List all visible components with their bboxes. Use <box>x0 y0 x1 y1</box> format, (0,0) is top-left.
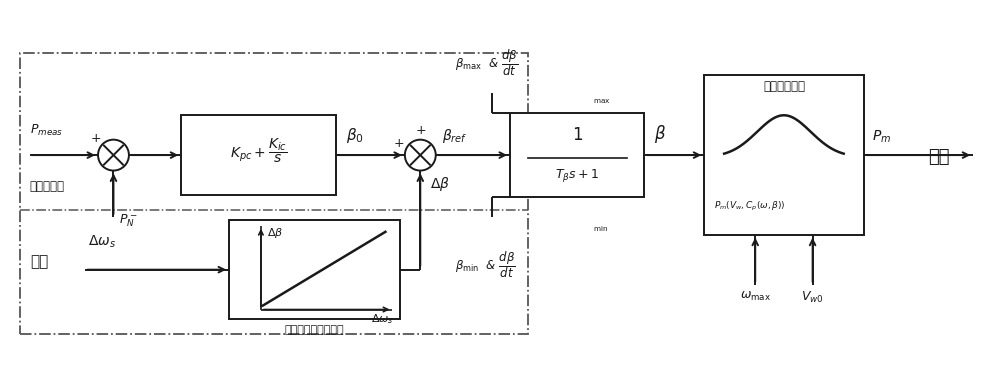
Text: $\beta$: $\beta$ <box>654 123 667 145</box>
Text: $\beta_0$: $\beta_0$ <box>346 126 364 145</box>
Bar <box>229 220 400 319</box>
Text: $\beta_{ref}$: $\beta_{ref}$ <box>442 127 468 145</box>
Text: $\Delta\beta$: $\Delta\beta$ <box>430 175 450 193</box>
Text: $\Delta\beta$: $\Delta\beta$ <box>267 226 283 240</box>
Text: 桨距一次调频控制器: 桨距一次调频控制器 <box>285 326 345 335</box>
Text: $K_{pc}+\dfrac{K_{ic}}{s}$: $K_{pc}+\dfrac{K_{ic}}{s}$ <box>230 137 287 165</box>
Text: $+$: $+$ <box>415 124 426 137</box>
Text: $\beta_{\min}$  & $\dfrac{d\beta}{dt}$: $\beta_{\min}$ & $\dfrac{d\beta}{dt}$ <box>455 250 516 280</box>
Text: $\beta_{\max}$  & $\dfrac{d\beta}{dt}$: $\beta_{\max}$ & $\dfrac{d\beta}{dt}$ <box>455 48 518 78</box>
Text: $P_N^-$: $P_N^-$ <box>119 213 138 229</box>
Text: $P_m$: $P_m$ <box>872 129 891 145</box>
Circle shape <box>98 140 129 170</box>
Text: $\Delta\omega_s$: $\Delta\omega_s$ <box>88 233 116 250</box>
Text: $+$: $+$ <box>90 132 102 145</box>
Text: 输出: 输出 <box>928 148 950 166</box>
Text: $+$: $+$ <box>393 137 404 150</box>
Text: 输入: 输入 <box>30 254 48 269</box>
Bar <box>20 54 528 334</box>
Text: $P_m(V_w,C_p(\omega,\beta))$: $P_m(V_w,C_p(\omega,\beta))$ <box>714 200 786 213</box>
Text: $\omega_{\max}$: $\omega_{\max}$ <box>740 289 771 303</box>
Text: $T_{\beta}s+1$: $T_{\beta}s+1$ <box>555 167 599 184</box>
Text: $1$: $1$ <box>572 126 583 145</box>
Bar <box>704 76 864 235</box>
Text: $_{\max}$: $_{\max}$ <box>593 96 610 106</box>
Text: 空气动力模型: 空气动力模型 <box>763 80 805 93</box>
Text: $\Delta\omega_s$: $\Delta\omega_s$ <box>371 312 393 326</box>
Text: $V_{w0}$: $V_{w0}$ <box>801 289 824 305</box>
Text: $_{\min}$: $_{\min}$ <box>593 224 608 234</box>
Text: 功率控制环: 功率控制环 <box>30 180 65 193</box>
Text: $P_{meas}$: $P_{meas}$ <box>30 123 63 138</box>
Bar <box>181 115 336 195</box>
Circle shape <box>405 140 436 170</box>
Bar <box>510 113 644 197</box>
